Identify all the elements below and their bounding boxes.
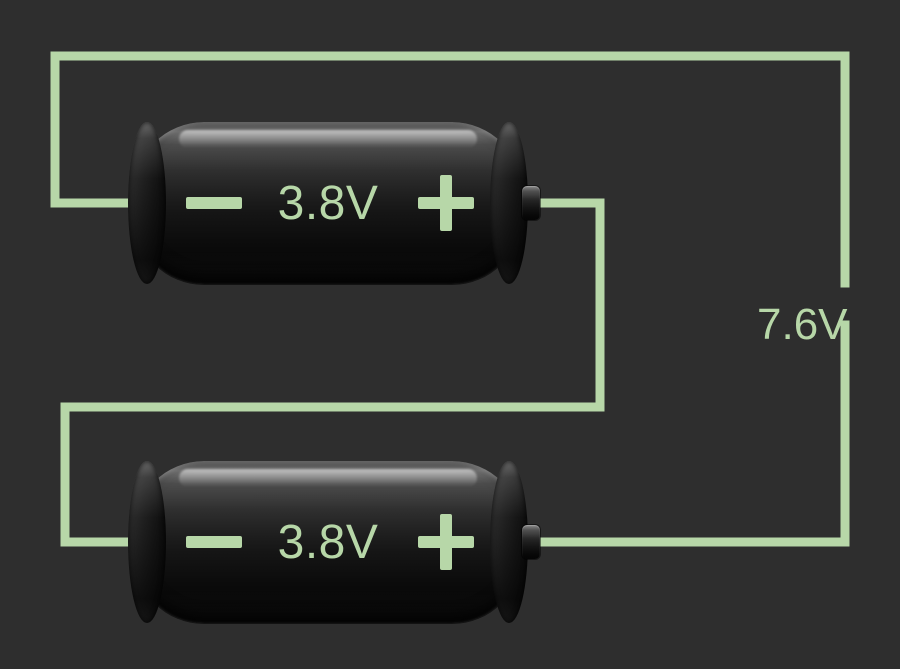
battery-2: 3.8V [134, 461, 522, 623]
wire-segment [540, 325, 845, 542]
minus-icon [186, 537, 242, 547]
battery-endcap-left [128, 461, 166, 623]
battery-series-diagram: 3.8V 3.8V 7.6V [0, 0, 900, 669]
minus-icon [186, 198, 242, 208]
plus-icon [418, 514, 474, 570]
battery-endcap-left [128, 122, 166, 284]
battery-positive-terminal [522, 186, 540, 220]
plus-icon [418, 175, 474, 231]
battery-positive-terminal [522, 525, 540, 559]
battery-1: 3.8V [134, 122, 522, 284]
total-voltage-label: 7.6V [757, 300, 848, 350]
